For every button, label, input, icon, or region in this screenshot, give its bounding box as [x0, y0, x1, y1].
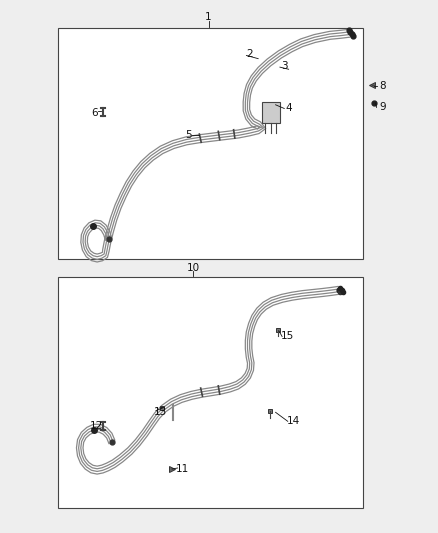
Text: 10: 10: [186, 263, 199, 272]
Text: 12: 12: [90, 421, 103, 431]
Text: 14: 14: [286, 416, 300, 426]
Text: 1: 1: [205, 12, 212, 22]
Text: 4: 4: [285, 103, 292, 114]
Text: 9: 9: [379, 102, 385, 112]
Text: 11: 11: [175, 464, 189, 474]
Text: 3: 3: [281, 61, 288, 71]
Text: 15: 15: [281, 332, 294, 342]
Text: 2: 2: [246, 50, 253, 59]
Text: 13: 13: [154, 407, 167, 417]
Bar: [58, 28, 363, 259]
Text: 5: 5: [185, 130, 192, 140]
Text: 8: 8: [379, 81, 385, 91]
Bar: [261, 102, 280, 123]
Text: 6: 6: [92, 108, 98, 118]
Bar: [58, 277, 363, 508]
